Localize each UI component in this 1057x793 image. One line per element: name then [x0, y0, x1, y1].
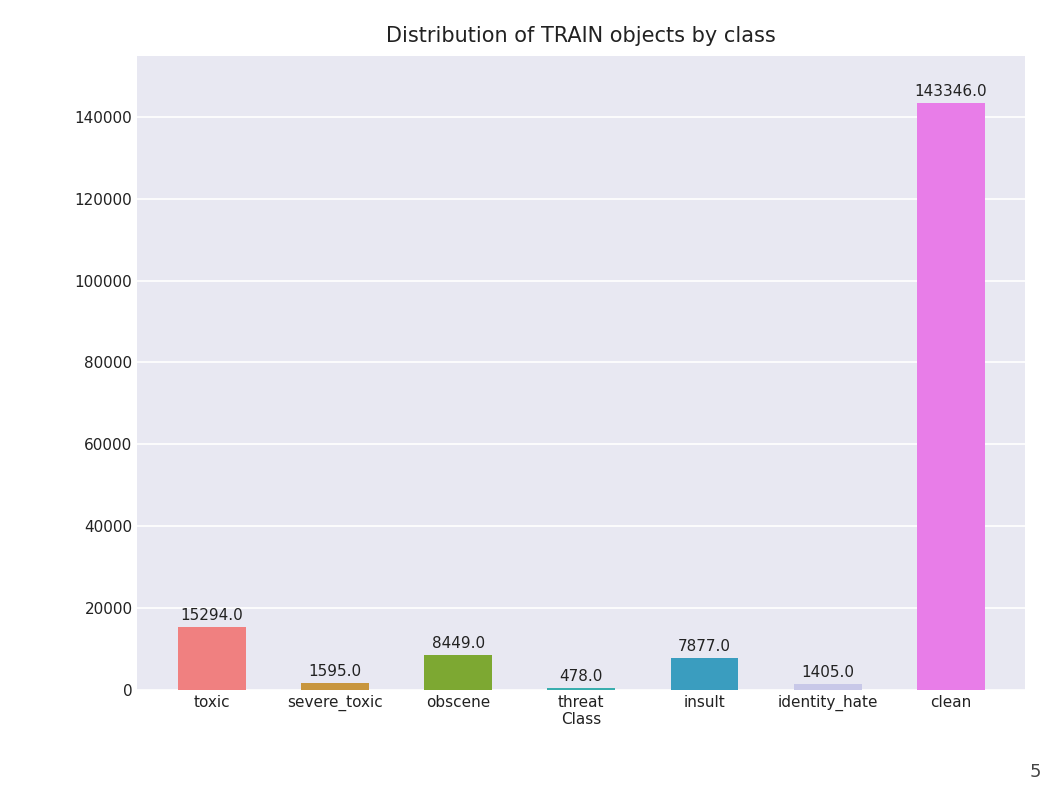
Text: 5: 5 [1030, 763, 1041, 781]
Bar [548, 688, 615, 690]
Text: 143346.0: 143346.0 [914, 84, 987, 99]
Bar [178, 627, 245, 690]
Text: 1405.0: 1405.0 [801, 665, 854, 680]
Bar [917, 103, 985, 690]
Text: 1595.0: 1595.0 [309, 665, 361, 680]
Text: 8449.0: 8449.0 [431, 636, 485, 651]
Text: 7877.0: 7877.0 [679, 638, 731, 653]
Text: 15294.0: 15294.0 [181, 608, 243, 623]
Bar [301, 684, 369, 690]
Bar [794, 684, 861, 690]
Text: 478.0: 478.0 [559, 668, 604, 684]
Bar [671, 657, 739, 690]
Bar [424, 655, 492, 690]
Title: Distribution of TRAIN objects by class: Distribution of TRAIN objects by class [387, 25, 776, 46]
